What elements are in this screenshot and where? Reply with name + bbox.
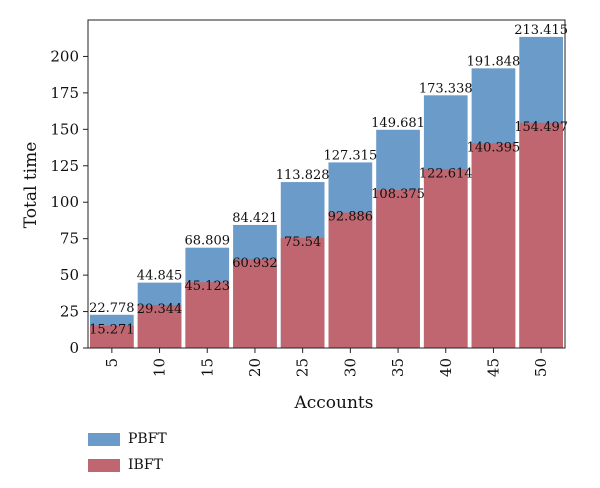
legend-swatch-ibft [88,458,120,472]
bar-ibft [233,259,277,348]
data-label-ibft: 29.344 [137,302,183,317]
x-axis-label: Accounts [293,393,373,413]
data-label-ibft: 45.123 [185,279,231,294]
bar-chart: 22.778 15.271 44.845 29.344 68.809 45.123 84.4… [21,19,568,413]
data-label-pbft: 68.809 [185,234,231,249]
bar-ibft [423,169,468,348]
legend-label-ibft: IBFT [128,457,163,473]
legend-item-pbft: PBFT [88,426,167,452]
data-label-pbft: 191.848 [467,54,521,69]
bars-layer [90,36,563,349]
bar-ibft [137,305,182,348]
y-tick-label: 125 [50,157,79,175]
data-label-pbft: 149.681 [371,116,425,131]
data-label-ibft: 140.395 [467,140,521,155]
legend-swatch-pbft [88,432,120,446]
x-tick-label: 5 [103,358,121,368]
data-label-pbft: 44.845 [137,269,183,284]
data-label-pbft: 22.778 [89,301,135,316]
y-axis: 0 25 50 75 100 125 150 175 200 [50,47,88,357]
legend: PBFT IBFT [88,426,167,478]
data-label-ibft: 15.271 [89,323,135,338]
y-tick-label: 75 [60,230,79,248]
bar-ibft [185,282,230,348]
x-tick-label: 25 [294,358,312,377]
x-tick-label: 45 [484,358,502,377]
data-label-ibft: 154.497 [514,120,568,135]
y-tick-label: 25 [60,303,79,321]
x-tick-label: 35 [389,358,407,377]
data-label-ibft: 122.614 [419,166,473,181]
x-tick-label: 40 [437,358,455,377]
data-labels-layer: 22.778 15.271 44.845 29.344 68.809 45.123 84.4… [89,23,568,338]
x-axis: 5 10 15 20 25 30 35 40 45 50 [103,348,550,377]
data-label-pbft: 113.828 [276,168,330,183]
bar-ibft [90,325,134,348]
x-tick-label: 50 [532,358,550,377]
bar-ibft [376,190,420,348]
legend-label-pbft: PBFT [128,431,167,447]
data-label-ibft: 92.886 [328,210,374,225]
y-axis-label: Total time [21,142,41,229]
y-tick-label: 200 [50,47,79,65]
y-tick-label: 100 [50,193,79,211]
legend-item-ibft: IBFT [88,452,167,478]
bar-ibft [280,237,325,348]
x-tick-label: 30 [341,358,359,377]
data-label-ibft: 60.932 [232,256,278,271]
data-label-pbft: 127.315 [323,148,377,163]
data-label-ibft: 75.54 [284,235,321,250]
bar-ibft [471,143,516,348]
plot-frame [87,19,566,349]
y-tick-label: 150 [50,120,79,138]
data-label-pbft: 213.415 [514,23,568,38]
y-tick-label: 175 [50,84,79,102]
data-label-ibft: 108.375 [371,187,425,202]
y-tick-label: 0 [69,339,79,357]
data-label-pbft: 84.421 [232,211,278,226]
bar-ibft [328,212,373,348]
x-tick-label: 20 [246,358,264,377]
bar-ibft [519,122,563,348]
y-tick-label: 50 [60,266,79,284]
x-tick-label: 15 [198,358,216,377]
data-label-pbft: 173.338 [419,81,473,96]
x-tick-label: 10 [151,358,169,377]
